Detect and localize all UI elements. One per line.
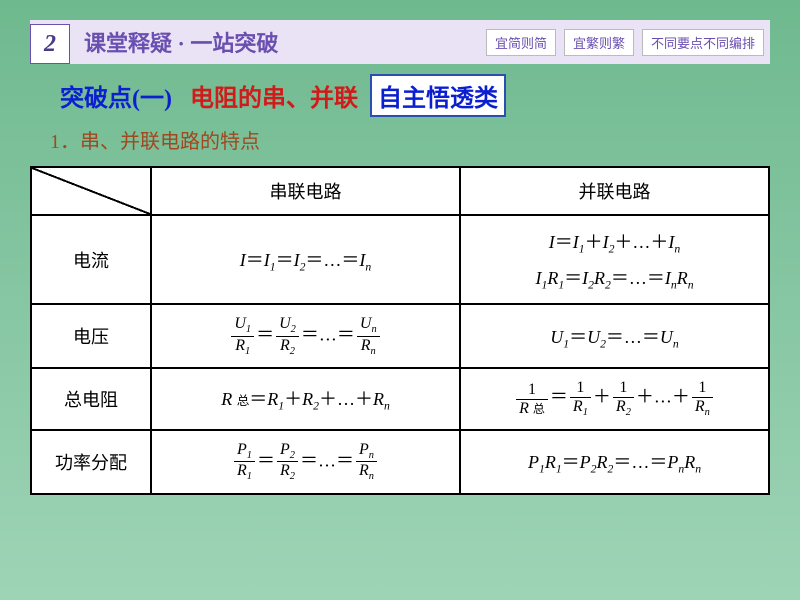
formula-table: 串联电路 并联电路 电流 I＝I1＝I2＝…＝In I＝I1＋I2＋…＋In I…	[30, 166, 770, 495]
section-main: 电阻的串、并联	[190, 86, 358, 112]
row-header-voltage: 电压	[31, 304, 151, 368]
row-header-current: 电流	[31, 215, 151, 304]
cell-current-series: I＝I1＝I2＝…＝In	[151, 215, 460, 304]
section-prefix: 突破点(一)	[60, 86, 172, 112]
section-title: 突破点(一) 电阻的串、并联 自主悟透类	[60, 74, 770, 117]
banner-tag: 宜繁则繁	[564, 29, 634, 56]
table-corner	[31, 167, 151, 215]
banner: 2 课堂释疑 · 一站突破 宜简则简 宜繁则繁 不同要点不同编排	[30, 20, 770, 64]
banner-title: 课堂释疑 · 一站突破	[66, 20, 296, 64]
col-header-parallel: 并联电路	[460, 167, 769, 215]
section-label-box: 自主悟透类	[370, 74, 506, 117]
cell-current-parallel: I＝I1＋I2＋…＋In I1R1＝I2R2＝…＝InRn	[460, 215, 769, 304]
cell-resistance-parallel: 1R 总＝1R1＋1R2＋…＋1Rn	[460, 368, 769, 429]
slide: 2 课堂释疑 · 一站突破 宜简则简 宜繁则繁 不同要点不同编排 突破点(一) …	[0, 0, 800, 600]
cell-voltage-parallel: U1＝U2＝…＝Un	[460, 304, 769, 368]
banner-tag: 不同要点不同编排	[642, 29, 764, 56]
banner-badge: 2	[30, 24, 70, 64]
cell-voltage-series: U1R1＝U2R2＝…＝UnRn	[151, 304, 460, 368]
col-header-series: 串联电路	[151, 167, 460, 215]
sub-point: 1．串、并联电路的特点	[50, 125, 770, 154]
banner-tags: 宜简则简 宜繁则繁 不同要点不同编排	[296, 20, 770, 64]
row-header-power: 功率分配	[31, 430, 151, 494]
cell-power-parallel: P1R1＝P2R2＝…＝PnRn	[460, 430, 769, 494]
cell-power-series: P1R1＝P2R2＝…＝PnRn	[151, 430, 460, 494]
cell-resistance-series: R 总＝R1＋R2＋…＋Rn	[151, 368, 460, 429]
banner-tag: 宜简则简	[486, 29, 556, 56]
row-header-resistance: 总电阻	[31, 368, 151, 429]
